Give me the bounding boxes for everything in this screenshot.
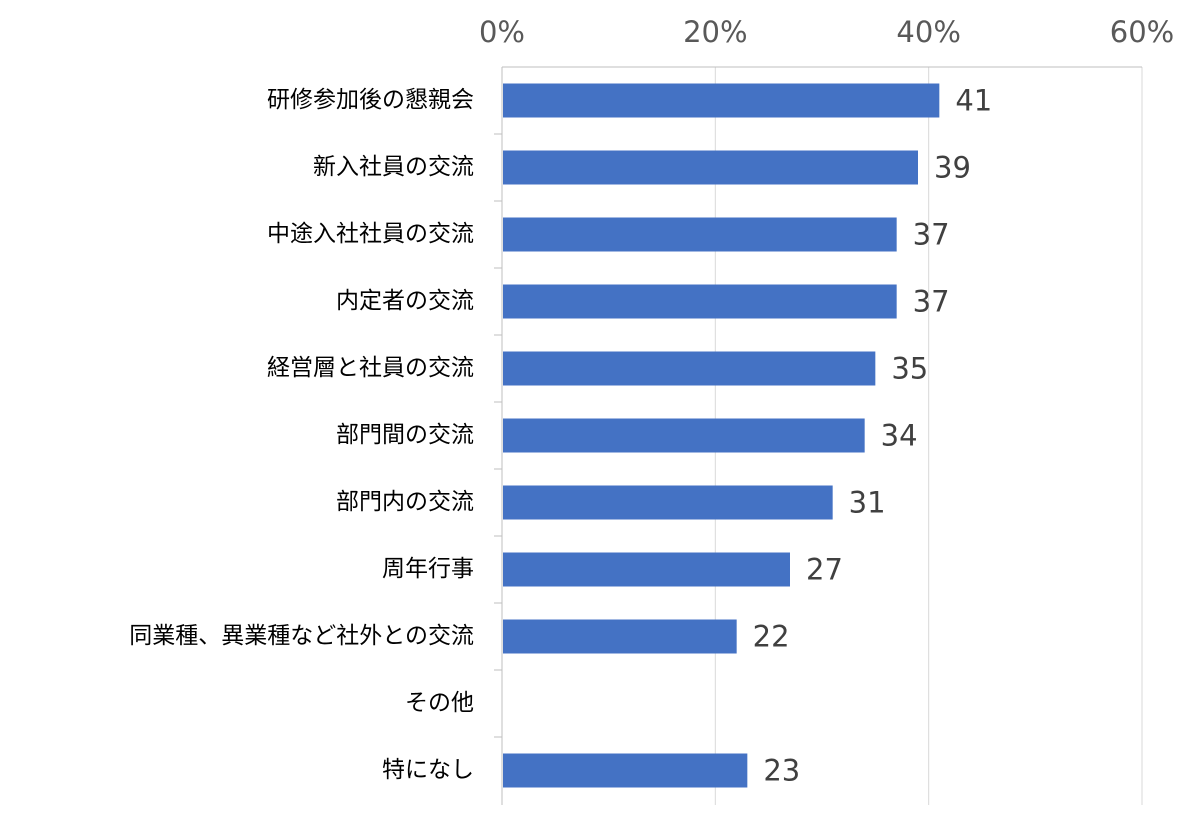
data-label: 23 bbox=[763, 754, 800, 788]
category-label: 部門間の交流 bbox=[336, 422, 474, 448]
category-label: 中途入社社員の交流 bbox=[267, 221, 474, 247]
data-label: 34 bbox=[881, 419, 918, 453]
category-label: 部門内の交流 bbox=[336, 489, 474, 515]
bar-layer bbox=[503, 83, 940, 788]
category-label: 研修参加後の懇親会 bbox=[267, 87, 474, 113]
data-label: 39 bbox=[934, 151, 971, 185]
category-label: 内定者の交流 bbox=[336, 288, 474, 314]
category-label: 同業種、異業種など社外との交流 bbox=[129, 623, 474, 649]
bar bbox=[503, 83, 940, 118]
category-label: その他 bbox=[405, 690, 474, 716]
x-tick-label: 60% bbox=[1110, 15, 1174, 49]
category-label: 特になし bbox=[382, 757, 474, 783]
category-label: 周年行事 bbox=[382, 556, 474, 582]
x-tick-label: 0% bbox=[479, 15, 525, 49]
data-label: 41 bbox=[955, 84, 992, 118]
data-label: 37 bbox=[913, 285, 950, 319]
x-tick-label: 20% bbox=[683, 15, 747, 49]
bar bbox=[503, 418, 865, 453]
data-label: 22 bbox=[753, 620, 790, 654]
x-tick-label: 40% bbox=[896, 15, 960, 49]
bar bbox=[503, 284, 897, 319]
bar bbox=[503, 485, 833, 520]
bar bbox=[503, 351, 876, 386]
category-label: 新入社員の交流 bbox=[313, 154, 474, 180]
label-layer: 研修参加後の懇親会 41 新入社員の交流 39 中途入社社員の交流 37 内定者の交流 37 経… bbox=[129, 84, 992, 788]
axis-layer: 0% 20% 40% 60% bbox=[479, 15, 1174, 805]
data-label: 35 bbox=[891, 352, 928, 386]
category-label: 経営層と社員の交流 bbox=[267, 355, 474, 381]
bar bbox=[503, 150, 918, 185]
data-label: 37 bbox=[913, 218, 950, 252]
bar bbox=[503, 217, 897, 252]
bar bbox=[503, 552, 790, 587]
bar bbox=[503, 619, 737, 654]
data-label: 31 bbox=[849, 486, 886, 520]
data-label: 27 bbox=[806, 553, 843, 587]
bar bbox=[503, 753, 748, 788]
